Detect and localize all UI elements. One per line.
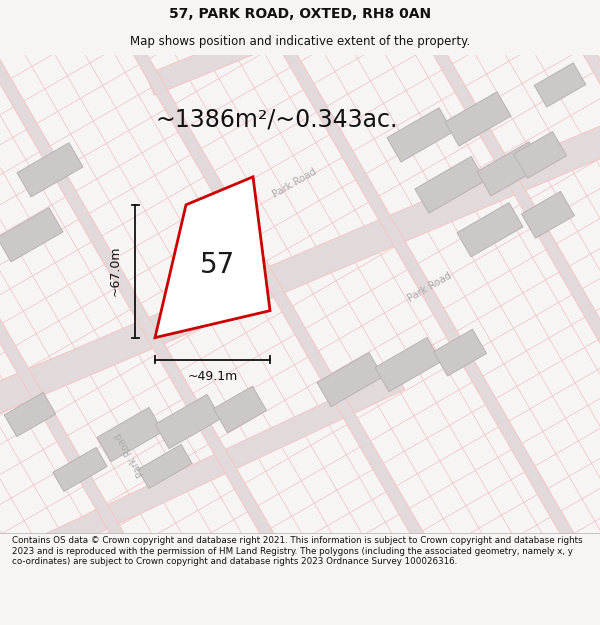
Polygon shape	[4, 392, 56, 437]
Polygon shape	[514, 131, 566, 178]
Polygon shape	[534, 63, 586, 107]
Polygon shape	[214, 386, 266, 433]
Polygon shape	[145, 0, 600, 625]
Polygon shape	[97, 408, 163, 462]
Text: 57: 57	[200, 251, 236, 279]
Text: Park Road: Park Road	[113, 431, 146, 478]
Polygon shape	[457, 202, 523, 257]
Polygon shape	[317, 352, 383, 407]
Text: Contains OS data © Crown copyright and database right 2021. This information is : Contains OS data © Crown copyright and d…	[12, 536, 583, 566]
Polygon shape	[415, 156, 485, 213]
Polygon shape	[155, 177, 270, 338]
Polygon shape	[138, 444, 192, 489]
Polygon shape	[375, 338, 441, 392]
Text: 57, PARK ROAD, OXTED, RH8 0AN: 57, PARK ROAD, OXTED, RH8 0AN	[169, 7, 431, 21]
Polygon shape	[0, 86, 600, 453]
Text: ~49.1m: ~49.1m	[187, 370, 238, 383]
Text: Park Road: Park Road	[406, 270, 454, 303]
Polygon shape	[17, 142, 83, 197]
Polygon shape	[434, 329, 487, 376]
Polygon shape	[445, 92, 511, 146]
Polygon shape	[0, 208, 63, 262]
Polygon shape	[0, 369, 404, 624]
Polygon shape	[295, 0, 600, 625]
Polygon shape	[53, 448, 107, 491]
Text: Park Road: Park Road	[271, 166, 319, 199]
Polygon shape	[477, 142, 543, 196]
Text: Map shows position and indicative extent of the property.: Map shows position and indicative extent…	[130, 35, 470, 48]
Text: ~67.0m: ~67.0m	[109, 246, 121, 296]
Polygon shape	[521, 191, 574, 238]
Polygon shape	[0, 0, 205, 625]
Text: ~1386m²/~0.343ac.: ~1386m²/~0.343ac.	[155, 108, 397, 132]
Polygon shape	[0, 0, 505, 625]
Polygon shape	[387, 107, 453, 162]
Polygon shape	[146, 0, 600, 95]
Polygon shape	[155, 394, 221, 449]
Polygon shape	[0, 0, 355, 625]
